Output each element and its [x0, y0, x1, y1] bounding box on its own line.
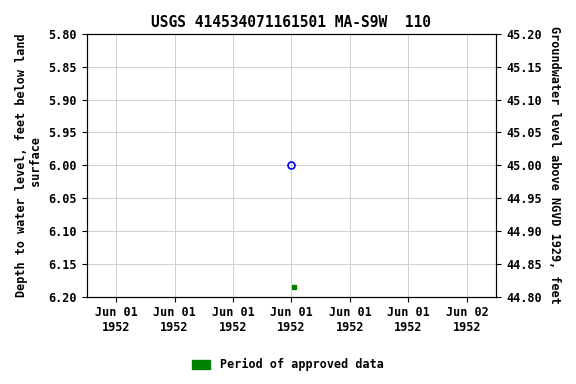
Y-axis label: Groundwater level above NGVD 1929, feet: Groundwater level above NGVD 1929, feet — [548, 26, 561, 304]
Y-axis label: Depth to water level, feet below land
 surface: Depth to water level, feet below land su… — [15, 33, 43, 297]
Title: USGS 414534071161501 MA-S9W  110: USGS 414534071161501 MA-S9W 110 — [151, 15, 431, 30]
Legend: Period of approved data: Period of approved data — [188, 354, 388, 376]
